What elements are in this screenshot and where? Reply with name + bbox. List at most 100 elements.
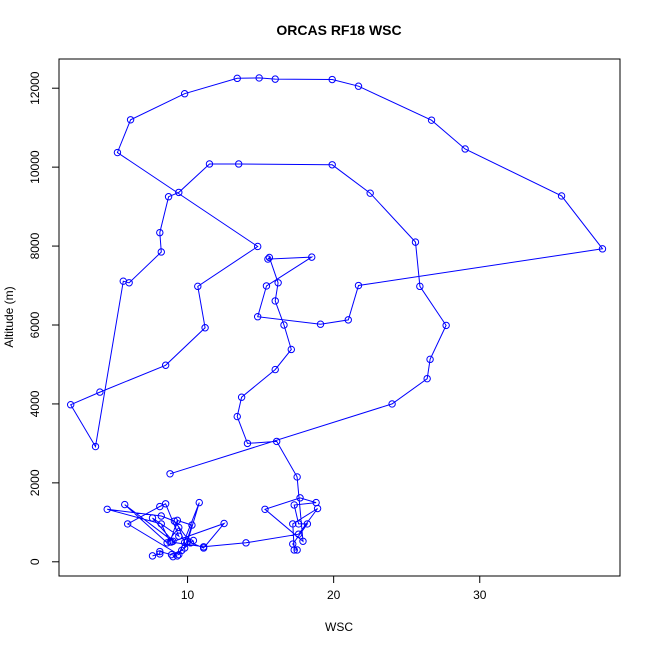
data-point bbox=[598, 245, 607, 253]
y-tick-label: 6000 bbox=[28, 311, 42, 338]
y-tick-label: 8000 bbox=[28, 232, 42, 259]
data-point bbox=[180, 544, 189, 552]
data-point bbox=[157, 520, 165, 528]
data-point bbox=[411, 238, 420, 246]
data-point bbox=[328, 75, 336, 84]
data-point bbox=[294, 530, 303, 538]
data-point bbox=[148, 552, 157, 560]
data-point bbox=[303, 520, 312, 528]
y-axis: 0 2000 4000 6000 8000 10000 12000 bbox=[28, 71, 60, 565]
data-point bbox=[148, 514, 157, 522]
data-point bbox=[220, 519, 228, 528]
data-point bbox=[316, 320, 325, 328]
data-point bbox=[123, 520, 132, 528]
data-point bbox=[161, 361, 170, 369]
data-point bbox=[96, 388, 104, 396]
data-point bbox=[156, 502, 164, 511]
data-point bbox=[253, 242, 262, 251]
data-point bbox=[461, 145, 469, 153]
data-point bbox=[344, 316, 352, 324]
data-point bbox=[161, 500, 170, 508]
data-point bbox=[157, 512, 165, 520]
data-point bbox=[271, 365, 279, 374]
data-point bbox=[175, 188, 183, 197]
x-tick-label: 10 bbox=[181, 588, 195, 602]
data-point bbox=[264, 255, 272, 263]
series-line bbox=[69, 77, 604, 558]
data-point bbox=[113, 148, 122, 157]
chart-title: ORCAS RF18 WSC bbox=[276, 22, 401, 38]
data-point bbox=[167, 538, 176, 546]
data-point bbox=[180, 90, 189, 98]
data-point bbox=[261, 505, 269, 514]
data-point bbox=[366, 189, 374, 197]
data-point bbox=[170, 517, 179, 525]
x-tick-label: 30 bbox=[473, 588, 487, 602]
data-point bbox=[103, 505, 111, 514]
data-point bbox=[280, 321, 288, 329]
data-point bbox=[423, 374, 431, 383]
data-point bbox=[299, 537, 307, 545]
x-axis: 10 20 30 bbox=[181, 575, 487, 602]
y-tick-label: 0 bbox=[28, 558, 42, 565]
data-point bbox=[194, 282, 202, 291]
data-point bbox=[308, 253, 316, 261]
data-point bbox=[156, 228, 164, 237]
data-point bbox=[262, 282, 271, 290]
data-point bbox=[237, 393, 246, 401]
y-axis-label: Altitude (m) bbox=[2, 286, 16, 347]
data-point bbox=[175, 550, 183, 559]
data-point bbox=[156, 550, 164, 558]
data-point bbox=[234, 160, 243, 168]
y-tick-label: 10000 bbox=[28, 150, 42, 184]
data-point bbox=[175, 532, 183, 540]
data-point bbox=[253, 313, 262, 321]
data-point bbox=[557, 192, 566, 200]
data-point bbox=[169, 537, 177, 545]
data-point bbox=[157, 248, 165, 256]
data-point bbox=[242, 539, 250, 547]
data-point bbox=[274, 279, 282, 287]
data-point bbox=[175, 523, 183, 532]
data-point bbox=[289, 540, 297, 548]
data-point bbox=[271, 75, 279, 83]
data-point bbox=[66, 401, 75, 409]
data-point bbox=[293, 546, 301, 554]
data-point bbox=[195, 498, 203, 507]
data-point bbox=[188, 521, 196, 529]
data-point bbox=[205, 160, 214, 168]
data-point bbox=[426, 355, 434, 364]
data-point bbox=[442, 321, 450, 330]
data-point bbox=[255, 74, 263, 82]
data-point bbox=[265, 253, 274, 262]
data-point bbox=[126, 116, 135, 124]
y-tick-label: 2000 bbox=[28, 469, 42, 496]
y-tick-label: 12000 bbox=[28, 71, 42, 105]
data-point bbox=[243, 439, 252, 448]
data-point bbox=[121, 500, 129, 509]
data-point bbox=[290, 501, 298, 509]
data-point bbox=[201, 324, 209, 332]
x-tick-label: 20 bbox=[327, 588, 341, 602]
plot-frame bbox=[58, 58, 621, 577]
data-point bbox=[354, 281, 363, 290]
data-point bbox=[271, 297, 279, 305]
data-point bbox=[388, 400, 396, 408]
data-point bbox=[416, 282, 424, 291]
data-point bbox=[173, 516, 182, 525]
data-point bbox=[312, 498, 320, 507]
data-point bbox=[125, 279, 133, 287]
y-tick-label: 4000 bbox=[28, 390, 42, 417]
data-point bbox=[427, 116, 436, 124]
data-point bbox=[293, 473, 301, 481]
data-point bbox=[289, 520, 297, 528]
data-point bbox=[354, 82, 363, 90]
series-wsc bbox=[66, 74, 607, 561]
data-point bbox=[233, 74, 241, 83]
data-point bbox=[156, 547, 164, 556]
data-point bbox=[294, 520, 303, 528]
data-point bbox=[287, 345, 295, 354]
data-point bbox=[296, 494, 304, 502]
data-point bbox=[199, 543, 208, 551]
